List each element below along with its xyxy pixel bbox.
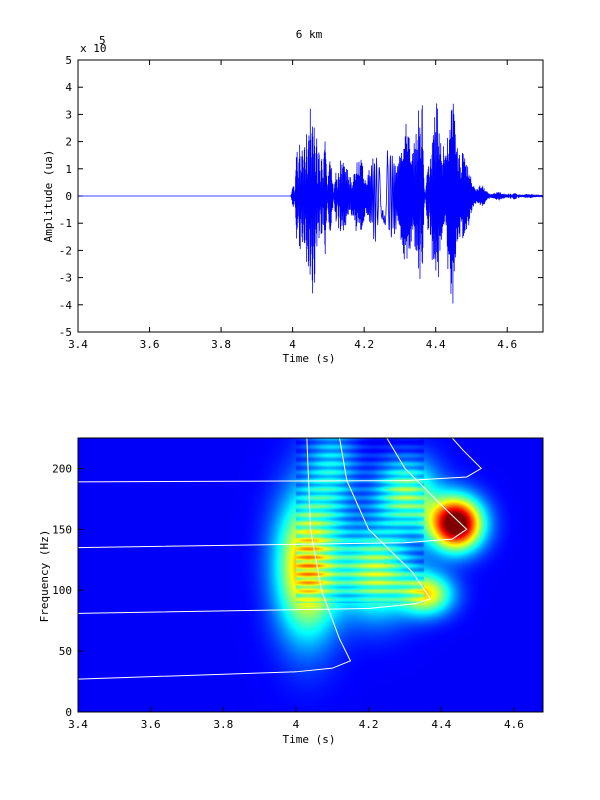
spectrogram-panel: 3.4 3.6 3.8 4 4.2 4.4 4.6 200 150 100 50 0 Time (s…	[38, 437, 544, 746]
waveform-panel: 6 km x 10 5 3.4 3.6 3.8 4 4.2 4.4 4.6 5 4 3 2 1 0 -1…	[42, 28, 544, 365]
y-tick-label: 3	[65, 108, 72, 121]
y-multiplier-exponent: 5	[99, 34, 106, 47]
spectrogram-y-tick-label: 100	[52, 584, 72, 597]
spectrogram-y-axis-label: Frequency (Hz)	[38, 530, 51, 623]
spectrogram-x-tick-label: 3.4	[68, 718, 88, 731]
x-tick-label: 3.8	[211, 338, 231, 351]
y-tick-label: 5	[65, 54, 72, 67]
x-tick-label: 4	[289, 338, 296, 351]
spectrogram-x-tick-label: 4	[293, 718, 300, 731]
waveform-series-line	[78, 103, 543, 304]
y-tick-labels: 5 4 3 2 1 0 -1 -2 -3 -4 -5	[59, 54, 73, 339]
y-axis-label: Amplitude (ua)	[42, 150, 55, 243]
y-tick-label: 2	[65, 136, 72, 149]
chart-title: 6 km	[296, 28, 323, 41]
spectrogram-y-tick-labels: 200 150 100 50 0	[52, 462, 72, 719]
spectrogram-x-tick-label: 3.8	[213, 718, 233, 731]
spectrogram-frame	[77, 437, 544, 713]
spectrogram-x-tick-label: 3.6	[141, 718, 161, 731]
spectrogram-x-tick-label: 4.4	[431, 718, 451, 731]
plot-frame	[77, 59, 544, 333]
x-tick-label: 3.6	[140, 338, 160, 351]
dispersion-curve-3	[77, 437, 483, 483]
spectrogram-y-tick-label: 150	[52, 523, 72, 536]
dispersion-curve-2	[77, 437, 468, 549]
dispersion-curve-1	[77, 437, 432, 614]
spectrogram-x-tick-labels: 3.4 3.6 3.8 4 4.2 4.4 4.6	[68, 718, 524, 731]
spectrogram-x-tick-label: 4.6	[504, 718, 524, 731]
spectrogram-y-tick-label: 200	[52, 462, 72, 475]
dispersion-curves	[77, 437, 483, 680]
spectrogram-x-tick-label: 4.2	[359, 718, 379, 731]
y-tick-label: -2	[59, 244, 72, 257]
y-tick-label: 1	[65, 163, 72, 176]
x-axis-label: Time (s)	[283, 352, 336, 365]
spectrogram-y-tick-label: 50	[59, 645, 72, 658]
x-tick-label: 4.6	[497, 338, 517, 351]
y-tick-label: -3	[59, 272, 72, 285]
spectrogram-x-axis-label: Time (s)	[283, 733, 336, 746]
y-tick-label: -4	[59, 299, 73, 312]
x-tick-label: 4.2	[354, 338, 374, 351]
dispersion-curve-0	[77, 437, 352, 680]
x-tick-label: 4.4	[426, 338, 446, 351]
spectrogram-image	[78, 438, 543, 712]
x-tick-labels: 3.4 3.6 3.8 4 4.2 4.4 4.6	[68, 338, 517, 351]
spectrogram-y-tick-label: 0	[65, 706, 72, 719]
y-multiplier-label: x 10	[80, 42, 107, 55]
y-tick-label: -1	[59, 217, 72, 230]
y-tick-label: 4	[65, 81, 72, 94]
spectrogram-ticks	[77, 467, 515, 713]
y-tick-label: 0	[65, 190, 72, 203]
x-tick-label: 3.4	[68, 338, 88, 351]
y-tick-label: -5	[59, 326, 72, 339]
